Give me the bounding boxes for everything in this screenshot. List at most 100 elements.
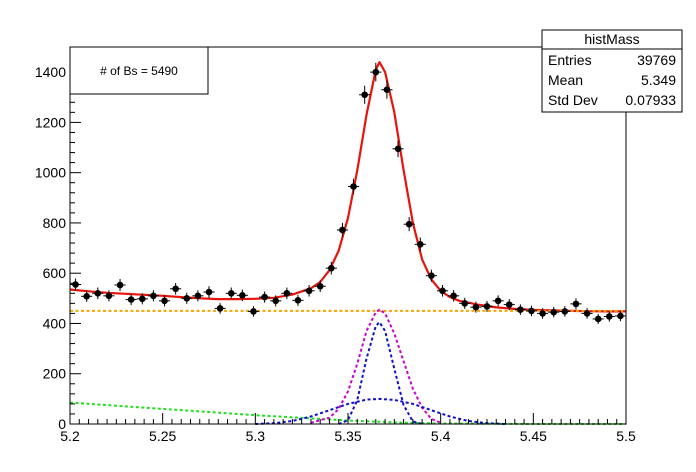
point-marker — [517, 306, 524, 313]
histogram-points — [70, 62, 626, 324]
data-point — [403, 217, 415, 232]
point-marker — [372, 68, 380, 76]
point-marker — [194, 292, 202, 300]
point-marker — [617, 312, 624, 320]
point-marker — [339, 226, 346, 234]
data-point — [325, 261, 337, 275]
data-point — [348, 178, 360, 195]
point-marker — [416, 240, 424, 248]
point-marker — [172, 285, 179, 293]
point-marker — [283, 290, 291, 297]
data-point — [336, 222, 348, 238]
stats-stddev-value: 0.07933 — [625, 92, 676, 108]
x-tick-label: 5.4 — [431, 428, 451, 444]
point-marker — [72, 281, 79, 288]
point-marker — [550, 308, 558, 316]
stats-entries-label: Entries — [548, 52, 592, 68]
point-marker — [394, 145, 402, 153]
fit-curve-5 — [255, 397, 506, 425]
point-marker — [606, 313, 613, 320]
data-point — [436, 285, 449, 297]
point-marker — [183, 295, 191, 302]
point-marker — [205, 288, 213, 296]
point-marker — [227, 290, 235, 297]
point-marker — [439, 287, 446, 295]
stats-box-title: histMass — [584, 31, 639, 47]
point-marker — [561, 308, 569, 315]
data-point — [270, 295, 282, 307]
data-point — [570, 298, 582, 310]
point-marker — [428, 272, 435, 280]
point-marker — [116, 281, 124, 289]
point-marker — [483, 303, 491, 310]
point-marker — [272, 297, 280, 305]
point-marker — [305, 287, 313, 295]
point-marker — [328, 264, 335, 272]
bs-count-annotation: # of Bs = 5490 — [100, 64, 178, 78]
point-marker — [350, 183, 357, 190]
point-marker — [161, 297, 168, 305]
point-marker — [572, 300, 580, 308]
data-point — [525, 305, 538, 317]
point-marker — [505, 301, 513, 308]
data-point — [147, 290, 159, 302]
point-marker — [361, 91, 368, 99]
point-marker — [383, 86, 391, 94]
data-point — [414, 237, 426, 252]
annotation-box: # of Bs = 5490 — [69, 46, 209, 95]
data-point — [92, 287, 104, 300]
point-marker — [594, 315, 602, 323]
data-point — [214, 303, 226, 314]
data-point — [537, 308, 549, 319]
point-marker — [494, 297, 502, 305]
x-axis: 5.2 5.25 5.3 5.35 5.4 5.45 5.5 — [60, 413, 636, 444]
data-point — [81, 290, 93, 302]
data-point — [481, 300, 493, 312]
point-marker — [105, 292, 113, 300]
x-tick-label: 5.25 — [149, 428, 176, 444]
data-point — [581, 308, 593, 319]
data-point — [225, 287, 237, 300]
point-marker — [239, 292, 246, 299]
point-marker — [127, 296, 135, 303]
x-tick-label: 5.35 — [334, 428, 361, 444]
data-point — [103, 290, 115, 302]
data-point — [425, 269, 437, 282]
stats-mean-label: Mean — [548, 72, 583, 88]
point-marker — [528, 307, 535, 315]
data-point — [125, 294, 137, 306]
point-marker — [261, 293, 268, 301]
y-tick-label: 400 — [43, 315, 67, 331]
point-marker — [461, 300, 469, 307]
fit-curve-0 — [69, 60, 626, 313]
data-point — [614, 310, 626, 322]
stats-stddev-label: Std Dev — [548, 92, 598, 108]
point-marker — [405, 220, 413, 228]
stats-mean-value: 5.349 — [641, 72, 676, 88]
point-marker — [83, 293, 90, 300]
x-tick-label: 5.45 — [520, 428, 547, 444]
point-marker — [94, 290, 102, 297]
point-marker — [450, 292, 457, 300]
data-point — [459, 297, 471, 309]
data-point — [492, 295, 504, 307]
data-point — [114, 278, 126, 292]
stats-entries-value: 39769 — [637, 52, 676, 68]
point-marker — [216, 305, 224, 312]
data-point — [392, 140, 404, 158]
fit-curve-3 — [310, 308, 442, 424]
data-point — [503, 299, 515, 311]
y-tick-label: 200 — [43, 366, 67, 382]
data-point — [158, 295, 171, 307]
y-tick-label: 1200 — [35, 114, 66, 130]
x-tick-label: 5.2 — [60, 428, 80, 444]
data-point — [281, 287, 293, 300]
data-point — [370, 62, 382, 82]
data-point — [259, 291, 271, 303]
x-tick-label: 5.3 — [246, 428, 266, 444]
data-point — [170, 283, 182, 295]
point-marker — [539, 310, 546, 317]
data-point — [247, 306, 260, 317]
fit-curve-4 — [338, 321, 423, 425]
